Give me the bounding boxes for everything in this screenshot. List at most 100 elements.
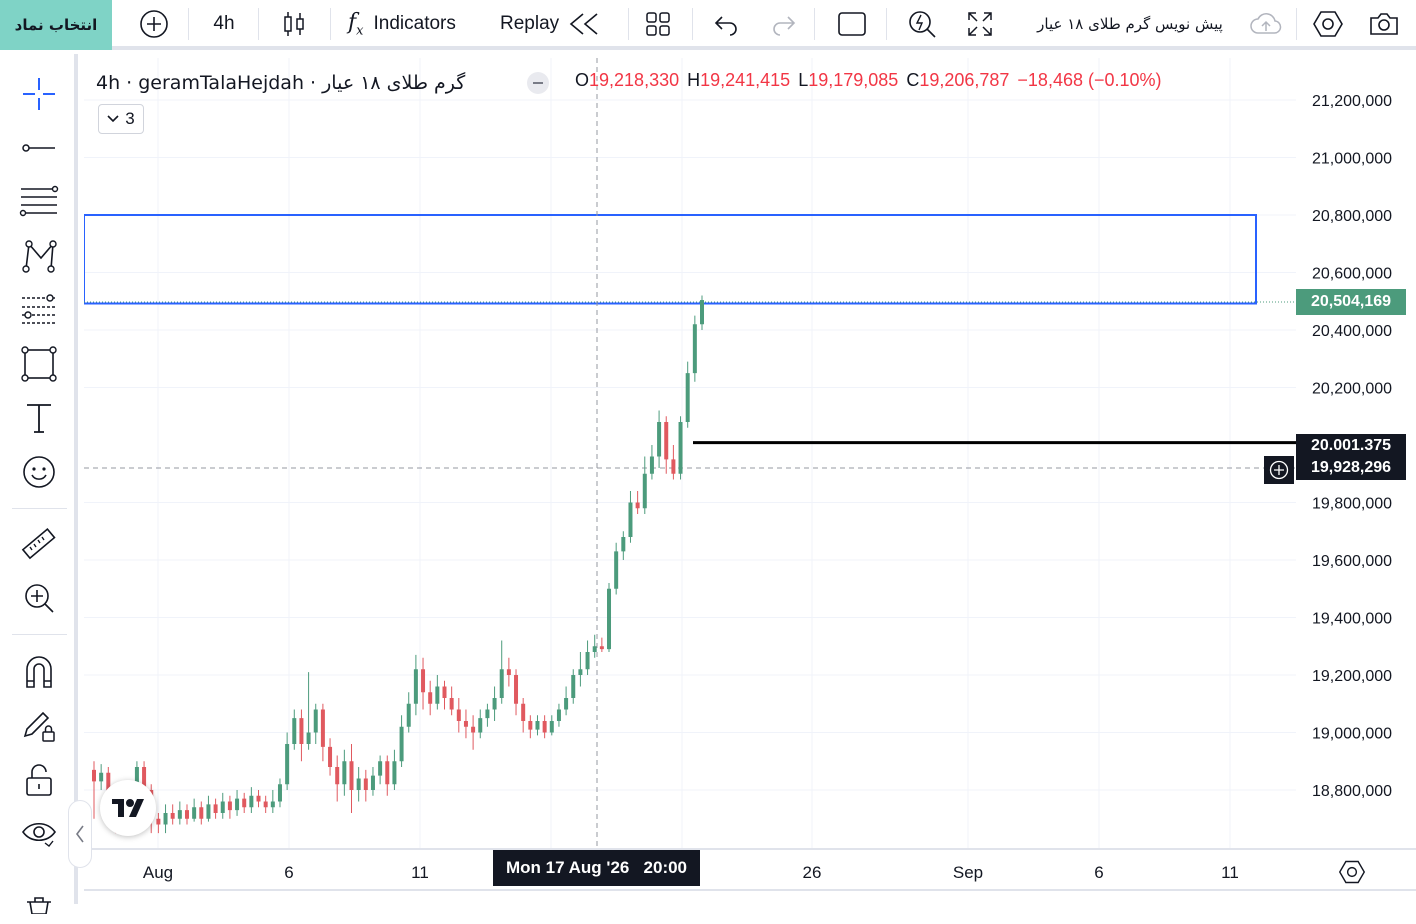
candle-body[interactable] bbox=[313, 709, 318, 733]
candle-body[interactable] bbox=[514, 675, 519, 704]
candle-body[interactable] bbox=[92, 769, 96, 782]
redo-button[interactable] bbox=[764, 0, 804, 48]
screenshot-button[interactable] bbox=[1362, 0, 1406, 48]
candle-body[interactable] bbox=[685, 373, 690, 422]
candle-body[interactable] bbox=[363, 778, 368, 791]
candle-body[interactable] bbox=[556, 709, 561, 722]
candle-body[interactable] bbox=[320, 709, 325, 747]
candle-body[interactable] bbox=[492, 698, 497, 710]
candle-body[interactable] bbox=[571, 675, 576, 698]
fib-tool[interactable] bbox=[14, 182, 64, 222]
candle-body[interactable] bbox=[607, 588, 612, 650]
candle-body[interactable] bbox=[285, 744, 290, 785]
candle-body[interactable] bbox=[163, 813, 168, 825]
candle-body[interactable] bbox=[649, 456, 654, 474]
candle-body[interactable] bbox=[456, 709, 461, 722]
candle-body[interactable] bbox=[592, 646, 597, 652]
candle-body[interactable] bbox=[428, 692, 433, 704]
undo-button[interactable] bbox=[706, 0, 746, 48]
crosshair-tool[interactable] bbox=[14, 74, 64, 114]
candle-body[interactable] bbox=[585, 652, 590, 670]
candle-body[interactable] bbox=[642, 473, 647, 509]
candle-body[interactable] bbox=[621, 537, 626, 552]
candle-body[interactable] bbox=[99, 772, 104, 782]
candle-body[interactable] bbox=[328, 746, 333, 767]
candle-body[interactable] bbox=[335, 767, 340, 785]
candle-body[interactable] bbox=[700, 300, 704, 325]
candle-body[interactable] bbox=[478, 718, 483, 733]
measure-tool[interactable] bbox=[14, 524, 64, 564]
price-chart[interactable]: 21,200,000 21,000,000 20,800,000 20,600,000… bbox=[84, 54, 1416, 904]
candle-body[interactable] bbox=[292, 718, 297, 744]
candle-body[interactable] bbox=[392, 761, 397, 785]
add-alert-button[interactable] bbox=[1264, 456, 1294, 484]
indicators-collapse-button[interactable]: 3 bbox=[98, 104, 144, 134]
tradingview-logo[interactable] bbox=[100, 780, 156, 836]
candle-body[interactable] bbox=[421, 669, 426, 693]
candle-body[interactable] bbox=[442, 686, 447, 699]
candle-body[interactable] bbox=[692, 324, 697, 374]
time-axis-settings-button[interactable] bbox=[1338, 858, 1366, 891]
candle-body[interactable] bbox=[399, 726, 404, 762]
candle-body[interactable] bbox=[614, 551, 619, 589]
candle-body[interactable] bbox=[449, 698, 454, 710]
prediction-tool[interactable] bbox=[14, 290, 64, 330]
candle-body[interactable] bbox=[549, 721, 554, 733]
candle-body[interactable] bbox=[220, 801, 225, 814]
trendline-tool[interactable] bbox=[14, 128, 64, 168]
emoji-tool[interactable] bbox=[14, 452, 64, 492]
candle-body[interactable] bbox=[485, 709, 490, 719]
compare-add-button[interactable] bbox=[132, 0, 176, 48]
candle-body[interactable] bbox=[277, 784, 282, 802]
candle-body[interactable] bbox=[235, 798, 240, 811]
candle-body[interactable] bbox=[471, 726, 476, 733]
candle-body[interactable] bbox=[184, 810, 189, 819]
fullscreen-rect-button[interactable] bbox=[830, 0, 874, 48]
candle-body[interactable] bbox=[635, 502, 640, 509]
lock-all-tool[interactable] bbox=[14, 760, 64, 800]
candle-body[interactable] bbox=[370, 775, 375, 790]
candle-body[interactable] bbox=[256, 795, 261, 802]
candle-body[interactable] bbox=[578, 669, 583, 675]
candle-body[interactable] bbox=[270, 801, 275, 808]
candle-body[interactable] bbox=[227, 801, 232, 811]
candle-body[interactable] bbox=[564, 698, 569, 710]
symbol-title[interactable]: گرم طلای ۱۸ عیار · 4h · geramTalaHejdah bbox=[96, 72, 466, 94]
candle-body[interactable] bbox=[177, 810, 182, 819]
chart-type-button[interactable] bbox=[272, 0, 316, 48]
settings-button[interactable] bbox=[1306, 0, 1350, 48]
candle-body[interactable] bbox=[599, 646, 604, 650]
candle-body[interactable] bbox=[306, 732, 311, 745]
zoom-tool[interactable] bbox=[14, 578, 64, 618]
candle-body[interactable] bbox=[356, 778, 361, 791]
candle-body[interactable] bbox=[249, 795, 254, 808]
candle-body[interactable] bbox=[142, 767, 147, 790]
shape-tool[interactable] bbox=[14, 344, 64, 384]
candle-body[interactable] bbox=[528, 721, 533, 730]
candle-body[interactable] bbox=[299, 718, 304, 744]
candle-body[interactable] bbox=[413, 669, 418, 704]
candle-body[interactable] bbox=[506, 669, 511, 675]
candle-body[interactable] bbox=[342, 761, 347, 785]
candle-body[interactable] bbox=[535, 721, 540, 730]
collapse-toolbar-button[interactable] bbox=[68, 800, 92, 868]
remove-drawings-tool[interactable] bbox=[14, 884, 64, 924]
market-status-dot[interactable] bbox=[527, 72, 549, 94]
text-tool[interactable] bbox=[14, 398, 64, 438]
candle-body[interactable] bbox=[463, 721, 468, 727]
candle-body[interactable] bbox=[521, 703, 526, 721]
candle-body[interactable] bbox=[199, 807, 204, 819]
candle-body[interactable] bbox=[499, 669, 504, 698]
hide-drawings-tool[interactable] bbox=[14, 814, 64, 854]
candle-body[interactable] bbox=[263, 801, 268, 808]
candle-body[interactable] bbox=[242, 798, 247, 808]
expand-button[interactable] bbox=[958, 0, 1002, 48]
interval-button[interactable]: 4h bbox=[213, 13, 235, 34]
candle-body[interactable] bbox=[106, 772, 111, 796]
candle-body[interactable] bbox=[542, 721, 547, 733]
candle-body[interactable] bbox=[213, 804, 218, 813]
candle-body[interactable] bbox=[385, 761, 390, 785]
layouts-button[interactable] bbox=[638, 0, 678, 48]
candle-body[interactable] bbox=[664, 422, 669, 460]
magnet-tool[interactable] bbox=[14, 652, 64, 692]
